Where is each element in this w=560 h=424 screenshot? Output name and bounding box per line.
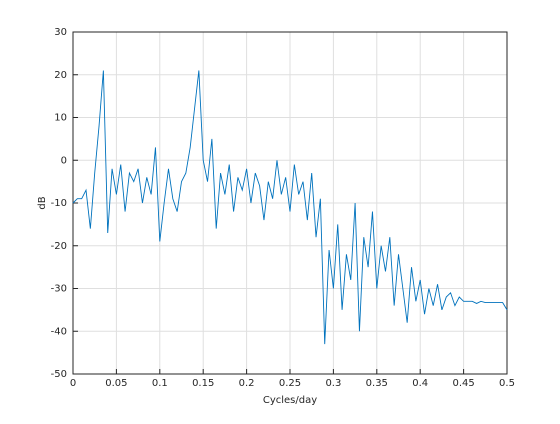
y-tick-label: 30: [54, 27, 67, 38]
x-tick-label: 0.35: [366, 378, 388, 389]
y-tick-label: -20: [51, 241, 67, 252]
x-tick-label: 0.5: [499, 378, 515, 389]
y-axis-label: dB: [37, 196, 48, 209]
x-tick-label: 0.3: [325, 378, 341, 389]
x-tick-label: 0.25: [279, 378, 301, 389]
y-tick-label: 10: [54, 113, 67, 124]
x-tick-label: 0.45: [452, 378, 474, 389]
y-tick-label: -50: [51, 369, 67, 380]
y-tick-label: 0: [61, 155, 67, 166]
x-tick-label: 0.1: [152, 378, 168, 389]
y-tick-label: -40: [51, 326, 67, 337]
x-axis-label: Cycles/day: [263, 395, 317, 406]
x-tick-label: 0.05: [105, 378, 127, 389]
y-tick-label: 20: [54, 70, 67, 81]
x-tick-label: 0.15: [192, 378, 214, 389]
x-tick-label: 0: [70, 378, 76, 389]
y-tick-label: -10: [51, 198, 67, 209]
y-tick-label: -30: [51, 284, 67, 295]
x-tick-label: 0.4: [412, 378, 428, 389]
data-line: [72, 70, 508, 345]
x-tick-label: 0.2: [239, 378, 255, 389]
